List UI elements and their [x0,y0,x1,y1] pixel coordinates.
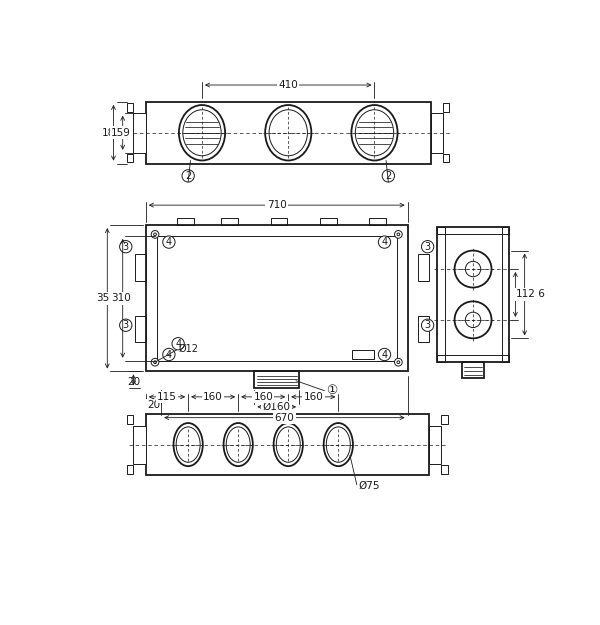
Bar [429,426,442,464]
Circle shape [455,301,491,338]
Text: 3: 3 [123,242,129,252]
Text: 4: 4 [166,349,172,359]
Bar [437,227,509,362]
Bar [127,416,133,424]
Circle shape [119,241,132,253]
Text: 160: 160 [203,392,223,402]
Text: Ø75: Ø75 [358,481,380,491]
Bar [462,362,484,378]
Bar [135,254,146,281]
Text: ①: ① [326,384,337,398]
Bar [352,350,374,359]
Bar [320,218,337,225]
Circle shape [421,319,434,331]
Text: Ø160: Ø160 [263,402,291,412]
Bar [443,104,449,112]
Bar [431,112,443,152]
Text: 350: 350 [96,293,116,303]
Text: 3: 3 [123,320,129,330]
Bar [418,316,429,342]
Text: 160: 160 [253,392,273,402]
Bar [127,466,133,474]
Circle shape [455,251,491,288]
Text: 4: 4 [382,237,388,247]
Bar [502,354,509,362]
Circle shape [151,358,159,366]
Text: 3: 3 [425,242,431,252]
Circle shape [182,170,194,182]
Bar [133,112,146,152]
Bar [127,154,133,162]
Bar [369,218,386,225]
Text: 310: 310 [111,293,131,303]
Text: 185: 185 [102,127,122,138]
Text: 4: 4 [175,339,181,349]
Bar [221,218,238,225]
Circle shape [395,231,402,238]
Text: 20: 20 [147,401,160,411]
Circle shape [151,231,159,238]
Text: 159: 159 [111,127,131,138]
Text: 2: 2 [185,171,191,181]
Circle shape [421,241,434,253]
Text: Ø12: Ø12 [178,343,198,353]
Text: 2: 2 [385,171,391,181]
Circle shape [395,358,402,366]
Text: 670: 670 [275,412,294,422]
Circle shape [154,361,157,364]
Circle shape [466,261,481,277]
Circle shape [466,312,481,328]
Bar [442,416,448,424]
Circle shape [154,233,157,236]
Circle shape [163,348,175,361]
Bar [437,227,445,234]
Bar [146,414,429,476]
Text: 410: 410 [278,80,298,90]
Bar [146,102,431,164]
Circle shape [382,170,395,182]
Bar [133,426,146,464]
Bar [127,104,133,112]
Text: 112: 112 [516,289,536,299]
Bar [502,227,509,234]
Bar [176,218,194,225]
Bar [443,154,449,162]
Circle shape [379,236,391,248]
Circle shape [172,338,184,350]
Text: 710: 710 [267,200,287,210]
Text: 20: 20 [128,378,141,388]
Bar [418,254,429,281]
Bar [135,316,146,342]
Bar [445,234,502,354]
Circle shape [397,233,400,236]
Circle shape [163,236,175,248]
Bar [146,225,407,371]
Text: 4: 4 [382,349,388,359]
Text: 115: 115 [157,392,177,402]
Bar [254,371,299,388]
Text: 126: 126 [526,289,545,299]
Text: 3: 3 [425,320,431,330]
Text: 160: 160 [304,392,323,402]
Text: 4: 4 [166,237,172,247]
Bar [437,354,445,362]
Circle shape [397,361,400,364]
Bar [157,236,397,361]
Bar [271,218,287,225]
Bar [442,466,448,474]
Circle shape [379,348,391,361]
Circle shape [119,319,132,331]
